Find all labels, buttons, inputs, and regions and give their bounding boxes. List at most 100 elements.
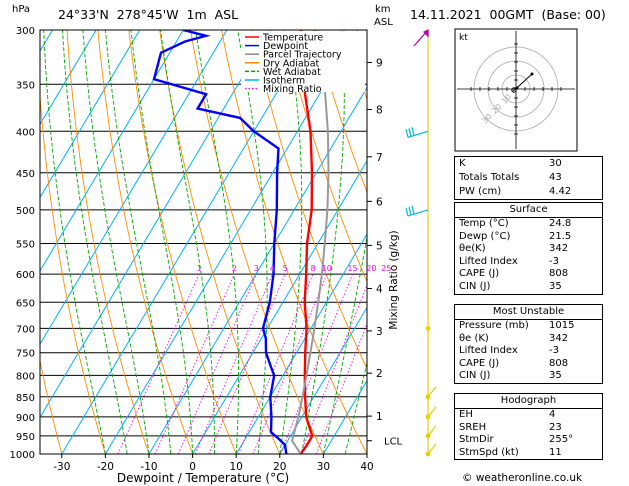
legend-label: Dry Adiabat: [263, 58, 320, 69]
isotherm: [40, 30, 141, 199]
axis-ticks: 3003504004505005506006507007508008509009…: [10, 26, 392, 473]
mixing-ratio-line: [315, 322, 367, 454]
wind-barb: [425, 425, 437, 439]
dry-adiabat: [40, 358, 63, 454]
barb-feather: [405, 129, 409, 138]
isotherm: [279, 306, 367, 454]
pressure-tick-label: 800: [16, 371, 35, 382]
pressure-tick-label: 550: [16, 239, 35, 250]
unstable-row: Pressure (mb) 1015: [459, 320, 575, 331]
barb-shaft: [427, 406, 437, 418]
surface-row: Temp (°C) 24.8: [459, 218, 572, 229]
barb-dot: [425, 325, 431, 331]
dry-adiabat: [623, 30, 629, 454]
hodo-row: SREH 23: [459, 421, 562, 433]
surface-row: CIN (J) 35: [459, 280, 562, 292]
legend-box: [241, 31, 365, 92]
wet-adiabat: [104, 30, 172, 454]
isotherm: [61, 30, 315, 454]
unstable-row: Lifted Index -3: [459, 345, 559, 357]
dry-adiabat: [159, 30, 281, 454]
pressure-tick-label: 400: [16, 127, 35, 138]
altitude-tick-label: 1: [376, 411, 383, 423]
hodo-row: EH 4: [459, 409, 556, 420]
wind-barbs: [405, 29, 437, 457]
wet-adiabat: [43, 30, 106, 454]
x-axis-label: Dewpoint / Temperature (°C): [117, 471, 289, 485]
surface-row: Lifted Index -3: [459, 255, 559, 267]
wind-barb: [405, 205, 429, 217]
plot-frame: [39, 29, 368, 455]
temperature-tick-label: -20: [97, 461, 114, 473]
isotherm: [104, 30, 359, 454]
location-title: 24°33'N 278°45'W 1m ASL: [58, 7, 239, 22]
mixing-ratio-line: [177, 273, 257, 454]
mixing-ratio-line: [208, 273, 286, 454]
temperature-tick-label: 30: [317, 461, 330, 473]
pressure-tick-label: 1000: [10, 450, 35, 461]
barb-shaft: [427, 425, 437, 437]
mixing-ratio-label: 1: [197, 264, 202, 273]
legend-label: Parcel Trajectory: [263, 50, 342, 61]
barb-shaft: [407, 209, 429, 217]
mixing-ratio-line: [194, 273, 273, 454]
wet-adiabat: [237, 30, 268, 454]
index-row-k: K 30: [459, 158, 562, 169]
temperature-tick-label: 10: [230, 461, 243, 473]
mixing-ratio-line: [238, 273, 314, 454]
pressure-tick-label: 300: [16, 26, 35, 37]
dry-adiabat: [221, 30, 367, 454]
temperature-tick-label: 0: [189, 461, 196, 473]
temperature-tick-label: -30: [53, 461, 70, 473]
wet-adiabat: [322, 234, 367, 454]
surface-table: Surface Temp (°C) 24.8 Dewp (°C) 21.5 θe(K…: [454, 202, 603, 295]
unstable-row: CAPE (J) 808: [459, 357, 569, 369]
isotherm: [40, 30, 97, 126]
pressure-tick-label: 900: [16, 413, 35, 424]
barb-feather: [411, 127, 415, 136]
mixing-ratio-label: 15: [347, 264, 357, 273]
pressure-tick-label: 750: [16, 349, 35, 360]
mixing-ratio-label: 3: [254, 264, 259, 273]
indices-table: K 30 Totals Totals 43 PW (cm) 4.42: [454, 156, 603, 200]
pressure-tick-label: 500: [16, 206, 35, 217]
index-row-pw: PW (cm) 4.42: [459, 186, 572, 197]
hodo-trace: [512, 73, 533, 92]
hodo-point: [530, 72, 534, 76]
most-unstable-table: Most Unstable Pressure (mb) 1015 θe (K) 34…: [454, 304, 603, 384]
altitude-tick-label: 4: [376, 283, 383, 295]
most-unstable-title: Most Unstable: [455, 305, 602, 320]
credit-text: © weatheronline.co.uk: [462, 472, 583, 484]
legend-label: Isotherm: [263, 76, 305, 87]
mixing-ratio-label: 25: [381, 264, 391, 273]
barb-shaft: [427, 386, 437, 398]
altitude-tick-label: 8: [376, 105, 383, 117]
hodograph-title: Hodograph: [455, 394, 602, 409]
unstable-row: θe (K) 342: [459, 332, 569, 344]
legend-label: Temperature: [262, 33, 323, 44]
pressure-tick-label: 700: [16, 324, 35, 335]
barb-feather: [408, 128, 412, 137]
barb-feather: [411, 205, 415, 215]
pressure-tick-label: 350: [16, 80, 35, 91]
isotherm: [0, 30, 9, 454]
hodo-row: StmSpd (kt) 11: [459, 446, 562, 458]
temperature-tick-label: -10: [140, 461, 157, 473]
hodo-storm-motion: [511, 87, 517, 93]
lcl-label: LCL: [384, 437, 403, 448]
datetime-title: 14.11.2021 00GMT (Base: 00): [410, 7, 606, 22]
temperature-tick-label: 20: [273, 461, 286, 473]
barb-shaft: [407, 130, 429, 138]
surface-row: CAPE (J) 808: [459, 268, 569, 280]
altitude-tick-label: 2: [376, 368, 383, 380]
wind-barb: [425, 406, 437, 420]
wind-barb: [425, 325, 431, 331]
wet-adiabat: [82, 30, 150, 454]
pressure-tick-label: 650: [16, 298, 35, 309]
dry-adiabat: [97, 30, 194, 454]
wind-barb: [405, 127, 429, 138]
mixing-ratio-axis-label: Mixing Ratio (g/kg): [388, 230, 400, 329]
